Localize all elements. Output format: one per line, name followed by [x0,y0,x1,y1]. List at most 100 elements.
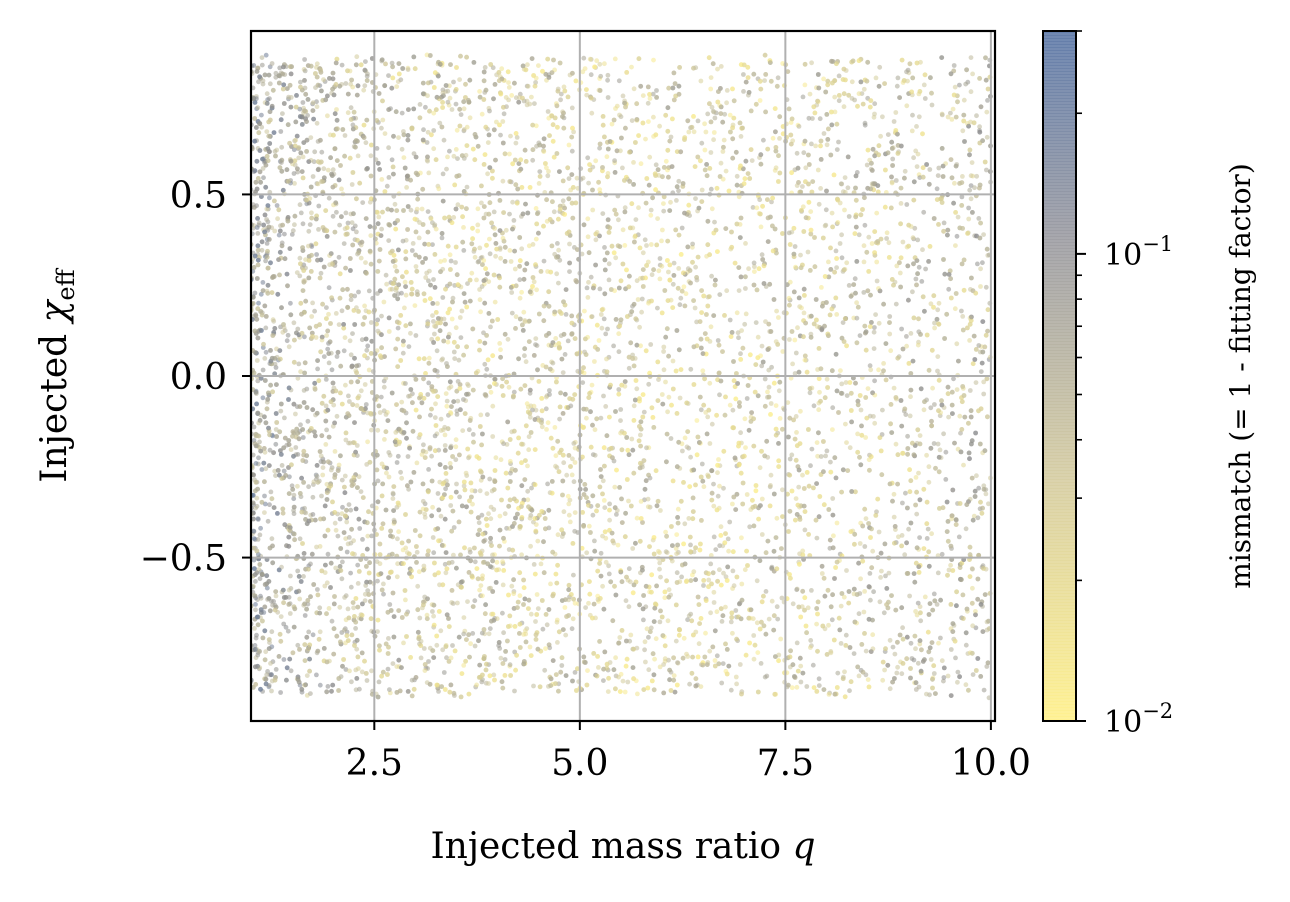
data-point [969,160,975,166]
data-point [414,206,420,212]
data-point [403,292,409,298]
data-point [326,360,332,366]
data-point [567,269,572,274]
data-point [346,440,351,446]
data-point [984,167,989,173]
data-point [435,491,441,496]
data-point [355,666,361,671]
data-point [257,576,263,582]
data-point [260,166,266,171]
data-point [891,119,897,124]
data-point [530,157,536,163]
data-point [642,639,648,645]
data-point [348,105,354,111]
data-point [970,566,975,572]
data-point [926,479,932,485]
data-point [584,415,589,421]
data-point [926,464,932,470]
data-point [688,542,693,548]
data-point [435,301,440,306]
data-point [334,209,339,215]
data-point [399,110,405,116]
data-point [738,134,744,139]
data-point [374,559,380,564]
data-point [914,124,919,129]
data-point [426,278,431,284]
data-point [884,236,889,241]
data-point [872,420,878,426]
data-point [830,405,836,411]
data-point [826,692,832,697]
data-point [343,210,349,216]
data-point [843,632,849,638]
data-point [711,137,716,143]
data-point [881,610,887,616]
data-point [342,133,348,138]
data-point [253,607,258,613]
data-point [254,358,260,363]
data-point [871,346,877,351]
data-point [386,73,391,78]
data-point [958,430,963,436]
data-point [598,550,604,556]
data-point [891,385,897,391]
data-point [739,328,744,333]
data-point [450,601,456,606]
data-point [941,431,946,437]
data-point [742,567,748,573]
data-point [315,587,320,592]
data-point [584,550,590,556]
data-point [428,412,433,418]
data-point [902,168,908,174]
data-point [814,440,820,445]
data-point [657,566,662,572]
data-point [560,198,566,204]
data-point [431,128,437,133]
data-point [887,331,893,337]
data-point [387,602,393,607]
data-point [943,477,949,482]
data-point [293,411,298,417]
data-point [297,202,303,208]
data-point [874,259,880,265]
data-point [306,243,311,249]
data-point [718,524,724,530]
data-point [412,303,418,308]
data-point [938,635,943,641]
data-point [456,357,462,363]
data-point [481,258,487,263]
data-point [386,450,392,455]
data-point [736,335,741,341]
data-point [821,76,826,82]
data-point [585,155,591,161]
data-point [500,610,505,616]
data-point [252,626,257,631]
data-point [426,467,431,472]
data-point [957,82,962,88]
data-point [455,202,461,208]
data-point [970,623,976,629]
data-point [395,561,400,567]
data-point [935,441,941,447]
data-point [861,290,867,295]
data-point [585,668,590,673]
data-point [430,313,435,318]
data-point [298,369,303,375]
data-point [343,437,349,443]
data-point [556,247,561,253]
data-point [977,124,982,130]
data-point [957,413,963,419]
data-point [304,673,310,678]
data-point [449,107,455,112]
data-point [899,326,904,332]
data-point [668,199,673,205]
data-point [525,488,531,494]
data-point [722,111,728,117]
data-point [981,687,987,693]
data-point [277,65,283,71]
data-point [368,233,374,239]
data-point [877,599,883,605]
data-point [620,165,625,171]
data-point [539,424,545,430]
data-point [648,342,654,347]
